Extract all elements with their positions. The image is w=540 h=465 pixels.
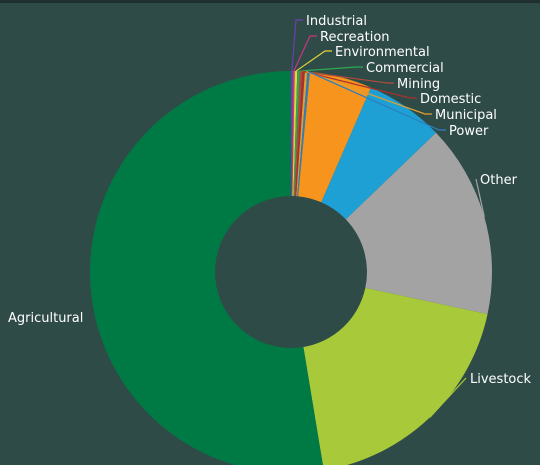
slice-industrial[interactable] bbox=[291, 71, 293, 197]
slice-livestock[interactable] bbox=[303, 287, 488, 465]
label-recreation: Recreation bbox=[320, 30, 390, 45]
leader-line-mining bbox=[301, 70, 394, 84]
leader-line-other bbox=[475, 178, 485, 218]
label-agricultural: Agricultural bbox=[8, 311, 83, 326]
label-domestic: Domestic bbox=[420, 92, 481, 107]
slice-recreation[interactable] bbox=[291, 71, 295, 197]
label-other: Other bbox=[480, 173, 518, 188]
slice-municipal[interactable] bbox=[296, 71, 308, 197]
leader-line-municipal bbox=[305, 71, 432, 115]
leader-line-livestock bbox=[429, 377, 467, 418]
label-livestock: Livestock bbox=[470, 372, 532, 387]
label-commercial: Commercial bbox=[366, 61, 444, 76]
leader-line-environmental bbox=[295, 50, 332, 72]
leader-line-domestic bbox=[303, 70, 417, 99]
label-municipal: Municipal bbox=[435, 108, 497, 123]
slice-other[interactable] bbox=[345, 132, 492, 315]
slice-agricultural[interactable] bbox=[90, 71, 324, 465]
slice-orange[interactable] bbox=[298, 71, 371, 203]
leader-line-industrial bbox=[291, 19, 303, 72]
leader-line-power bbox=[308, 71, 446, 131]
leader-line-commercial bbox=[298, 66, 363, 72]
label-power: Power bbox=[449, 124, 489, 139]
label-mining: Mining bbox=[397, 77, 440, 92]
leader-line-recreation bbox=[293, 35, 317, 72]
slice-power[interactable] bbox=[297, 71, 310, 197]
window-top-bar bbox=[0, 0, 540, 3]
slice-commercial[interactable] bbox=[293, 71, 300, 197]
slice-domestic[interactable] bbox=[295, 71, 305, 197]
label-environmental: Environmental bbox=[335, 45, 430, 60]
label-industrial: Industrial bbox=[306, 14, 367, 29]
slice-blue[interactable] bbox=[321, 87, 437, 220]
slice-mining[interactable] bbox=[294, 71, 303, 197]
slice-environmental[interactable] bbox=[292, 71, 298, 197]
